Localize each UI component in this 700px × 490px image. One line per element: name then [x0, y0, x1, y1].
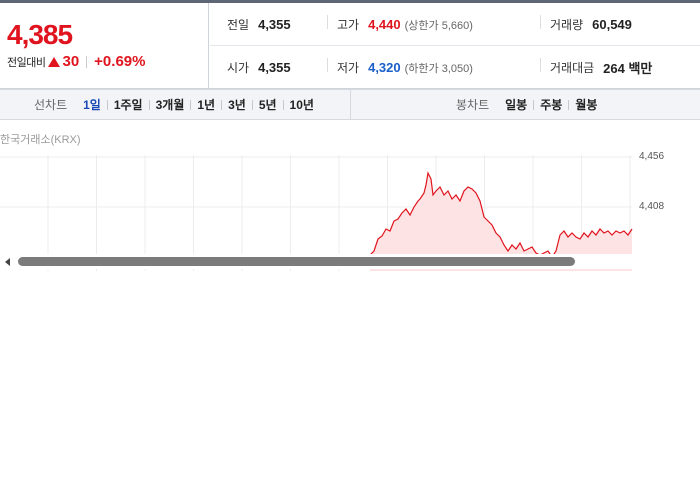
chart-plot — [0, 155, 633, 271]
stat-volume: 거래량 60,549 — [550, 3, 632, 46]
y-tick-label: 4,456 — [639, 151, 665, 162]
horizontal-scrollbar[interactable] — [0, 254, 700, 269]
change-row: 전일대비 30 +0.69% — [7, 53, 145, 70]
stat-label: 거래량 — [550, 18, 584, 32]
stats-table: 전일 4,355 고가 4,440 (상한가 5,660) 거래량 60,549… — [210, 3, 700, 89]
stat-sub: (상한가 5,660) — [404, 19, 473, 32]
chart-tabs-bar: 선차트 1일 1주일 3개월 1년 3년 5년 10년 봉차트 일봉 주봉 월봉 — [0, 89, 700, 120]
y-tick-label: 4,408 — [639, 201, 665, 212]
divider — [106, 99, 108, 110]
price-summary: 4,385 전일대비 30 +0.69% 전일 4,355 고가 4,440 (… — [0, 3, 700, 89]
tab-1w[interactable]: 1주일 — [113, 98, 143, 112]
price-line — [369, 171, 633, 259]
line-chart-title: 선차트 — [34, 98, 68, 112]
stat-label: 전일 — [227, 18, 250, 32]
stat-sub: (하한가 3,050) — [404, 62, 473, 75]
stat-label: 거래대금 — [550, 61, 595, 75]
tab-10y[interactable]: 10년 — [289, 98, 314, 112]
change-label: 전일대비 — [7, 56, 46, 69]
tab-monthly[interactable]: 월봉 — [575, 98, 598, 112]
stat-label: 저가 — [337, 61, 360, 75]
stat-prev-close: 전일 4,355 — [227, 3, 291, 46]
up-triangle-icon — [48, 56, 61, 67]
stat-value: 4,355 — [258, 17, 291, 32]
top-border — [0, 0, 700, 3]
divider — [568, 99, 570, 110]
divider — [540, 15, 541, 29]
tab-daily[interactable]: 일봉 — [505, 98, 528, 112]
current-price: 4,385 — [7, 19, 73, 50]
scroll-thumb[interactable] — [18, 257, 575, 266]
stat-value: 4,320 — [368, 60, 401, 75]
divider — [282, 99, 284, 110]
candle-chart-title: 봉차트 — [456, 98, 490, 112]
stat-value: 264 백만 — [603, 61, 653, 76]
stat-label: 고가 — [337, 18, 360, 32]
divider — [327, 15, 328, 29]
divider — [86, 55, 88, 68]
stat-low: 저가 4,320 (하한가 3,050) — [337, 46, 473, 89]
divider — [148, 99, 150, 110]
divider — [327, 58, 328, 72]
candle-chart-tabs: 봉차트 일봉 주봉 월봉 — [456, 90, 603, 119]
stat-label: 시가 — [227, 61, 250, 75]
price-area — [370, 173, 632, 271]
stat-amount: 거래대금 264 백만 — [550, 46, 652, 89]
tab-1y[interactable]: 1년 — [197, 98, 216, 112]
change-percent: +0.69% — [94, 53, 146, 70]
tab-1d[interactable]: 1일 — [83, 98, 101, 112]
stats-row: 전일 4,355 고가 4,440 (상한가 5,660) 거래량 60,549 — [210, 3, 700, 46]
stat-value: 4,355 — [258, 60, 291, 75]
stat-value: 60,549 — [592, 17, 632, 32]
divider — [190, 99, 192, 110]
price-chart: 한국거래소(KRX) 4,456 4,408 — [0, 121, 700, 271]
stats-row: 시가 4,355 저가 4,320 (하한가 3,050) 거래대금 264 백… — [210, 46, 700, 89]
change-amount: 30 — [62, 53, 80, 70]
divider — [221, 99, 223, 110]
current-price-box: 4,385 전일대비 30 +0.69% — [0, 3, 209, 89]
tab-5y[interactable]: 5년 — [258, 98, 277, 112]
divider — [533, 99, 535, 110]
tab-weekly[interactable]: 주봉 — [540, 98, 563, 112]
scroll-left-icon[interactable] — [5, 258, 10, 266]
divider — [251, 99, 253, 110]
line-chart-tabs: 선차트 1일 1주일 3개월 1년 3년 5년 10년 — [0, 90, 351, 119]
divider — [540, 58, 541, 72]
tab-3m[interactable]: 3개월 — [155, 98, 185, 112]
data-source-label: 한국거래소(KRX) — [0, 134, 81, 146]
tab-3y[interactable]: 3년 — [228, 98, 246, 112]
stat-value: 4,440 — [368, 17, 401, 32]
stat-open: 시가 4,355 — [227, 46, 291, 89]
stat-high: 고가 4,440 (상한가 5,660) — [337, 3, 473, 46]
